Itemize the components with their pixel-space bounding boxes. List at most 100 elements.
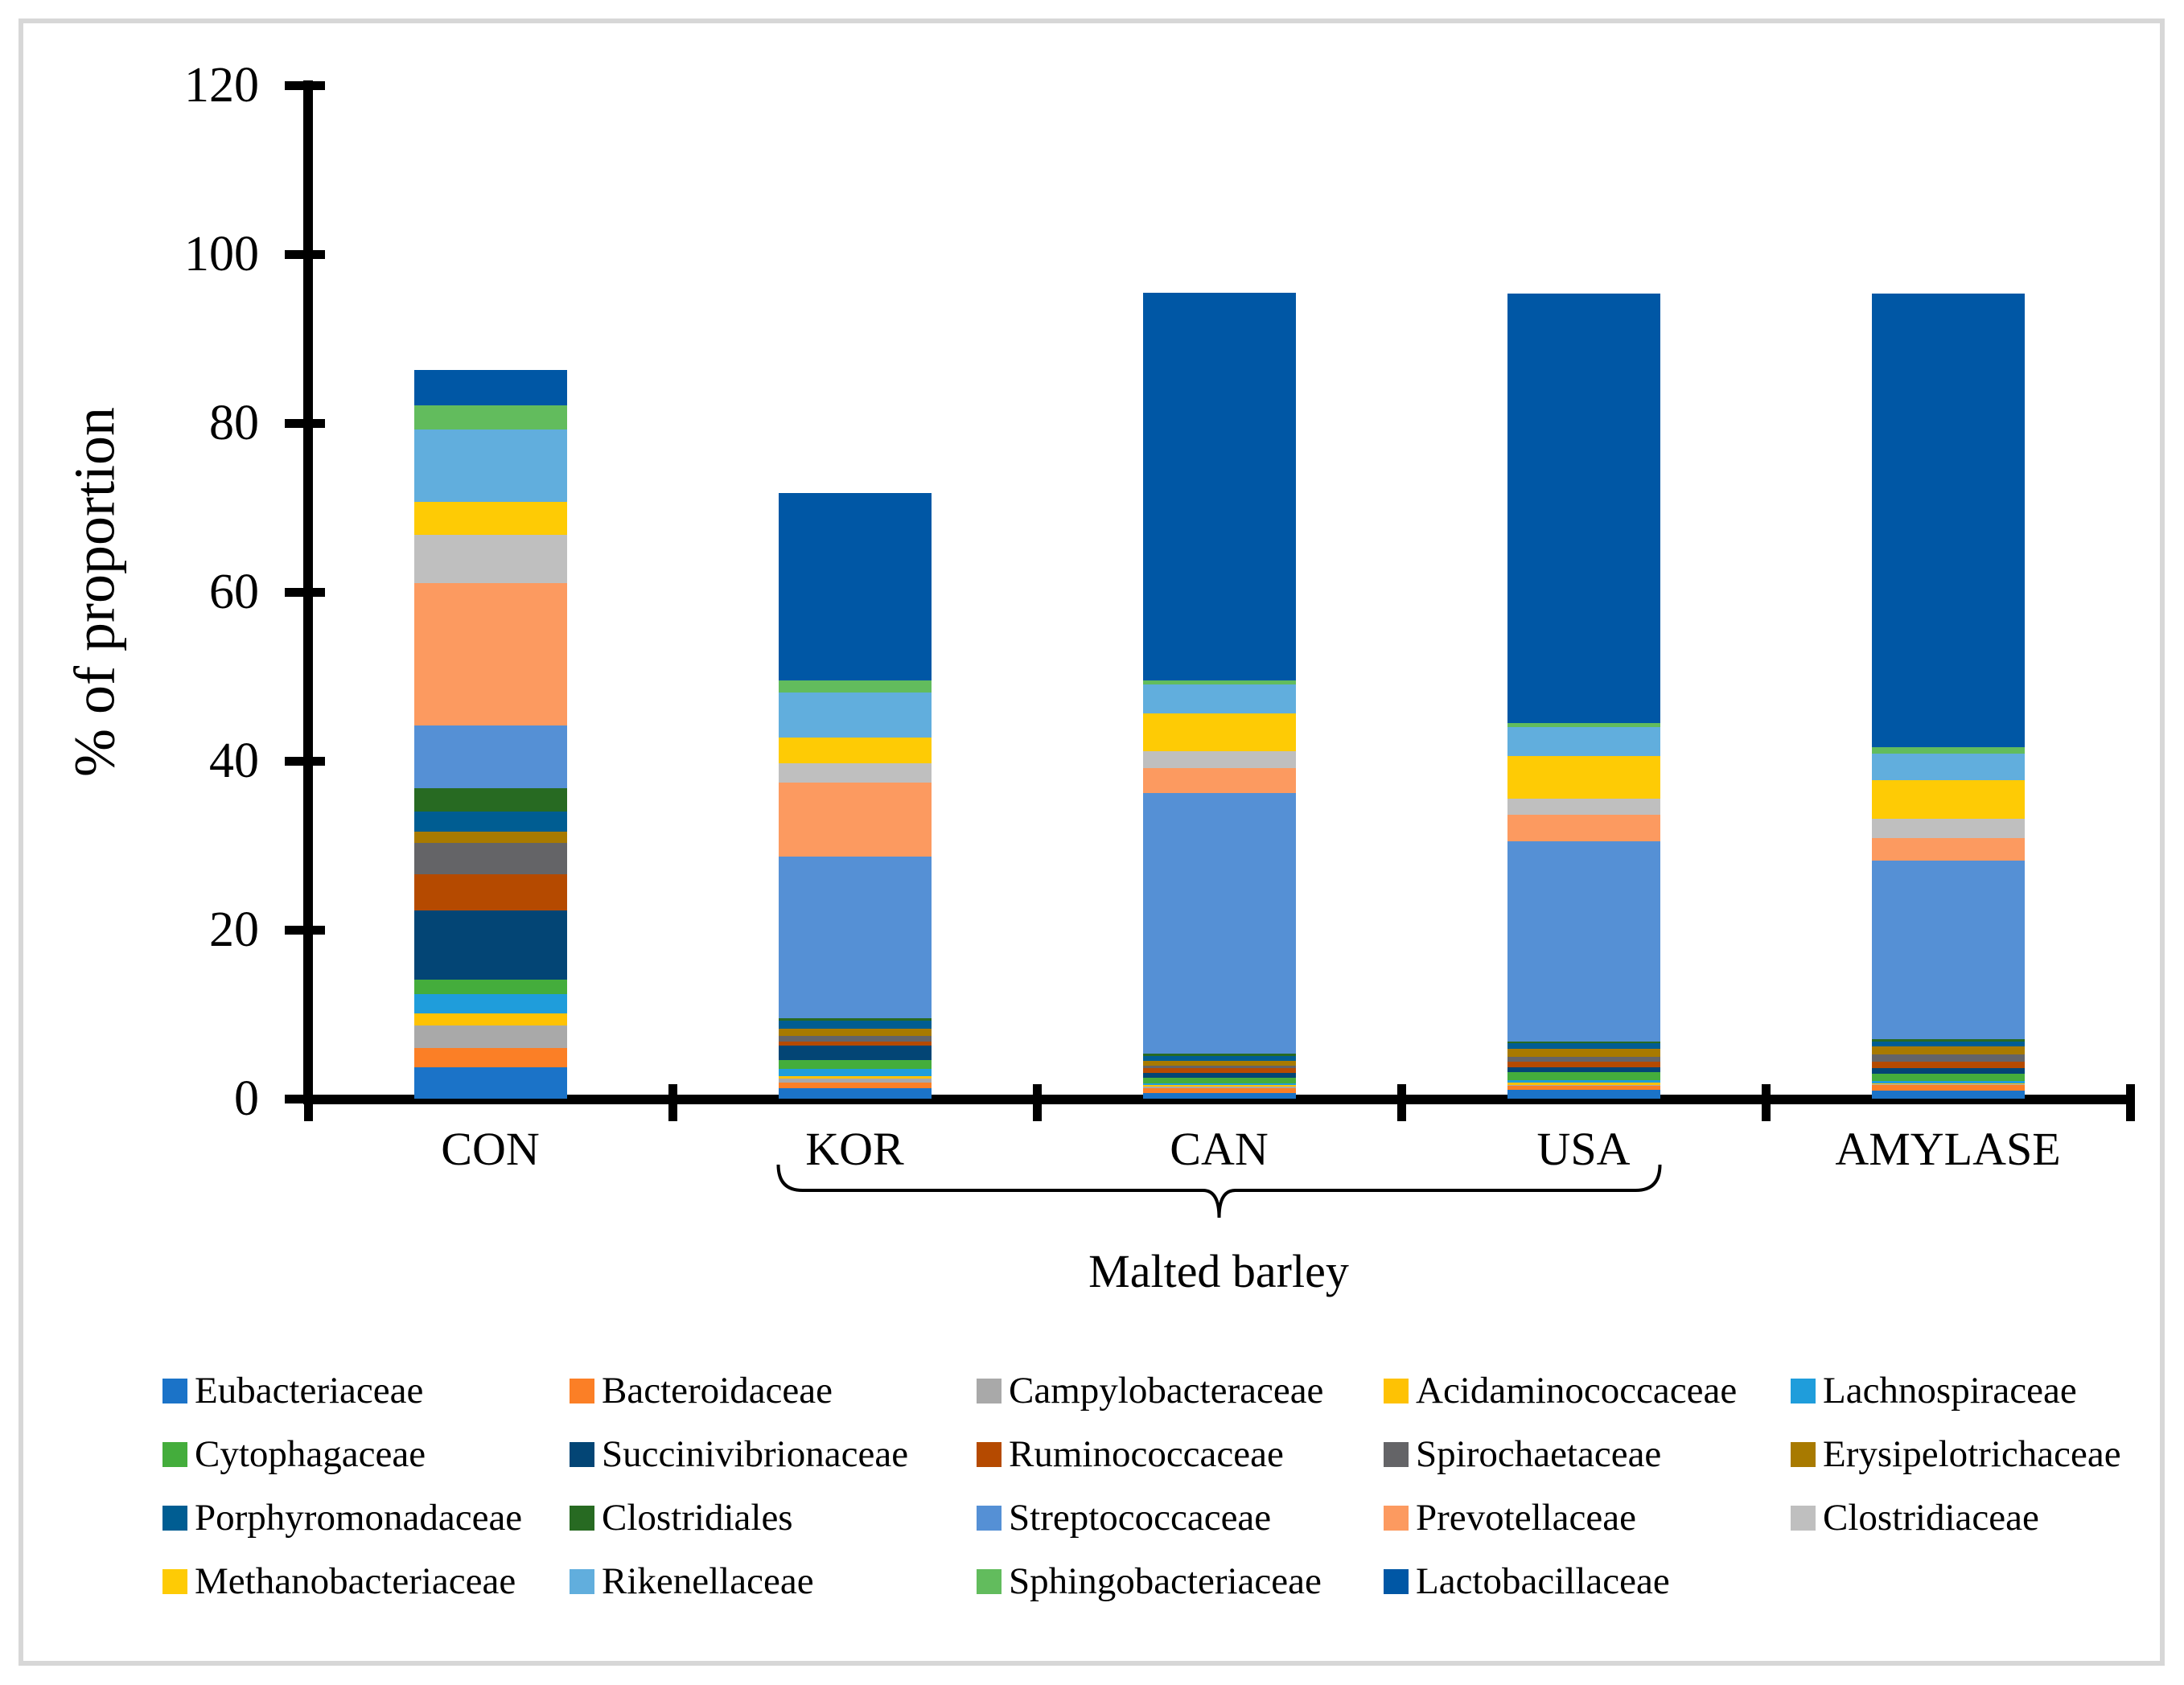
legend-label: Porphyromonadaceae [195, 1497, 523, 1539]
y-tick-label: 100 [184, 227, 259, 282]
segment-campylobacteraceae [1142, 1087, 1296, 1089]
segment-sphingobacteriaceae [1871, 747, 2025, 754]
legend-swatch-icon [570, 1568, 594, 1594]
legend-swatch-icon [570, 1378, 594, 1403]
legend-item-cytophagaceae: Cytophagaceae [162, 1433, 426, 1475]
legend-item-lactobacillaceae: Lactobacillaceae [1384, 1560, 1670, 1602]
segment-succinivibrionaceae [1142, 1073, 1296, 1078]
segment-methanobacteriaceae [1507, 755, 1660, 799]
segment-eubacteriaceae [413, 1066, 567, 1099]
segment-lachnospiraceae [1507, 1079, 1660, 1083]
y-tick-label: 120 [184, 58, 259, 113]
segment-streptococcaceae [1142, 792, 1296, 1054]
segment-prevotellaceae [1871, 837, 2025, 861]
segment-ruminococcaceae [1507, 1061, 1660, 1068]
legend-label: Spirochaetaceae [1416, 1433, 1662, 1475]
y-tick [285, 756, 325, 766]
segment-eubacteriaceae [1507, 1090, 1660, 1099]
segment-acidaminococcaceae [413, 1013, 567, 1025]
segment-prevotellaceae [1507, 815, 1660, 841]
legend-swatch-icon [977, 1568, 1002, 1594]
y-tick-label: 60 [209, 565, 259, 619]
segment-ruminococcaceae [778, 1041, 932, 1046]
segment-rikenellaceae [413, 429, 567, 502]
legend-swatch-icon [1384, 1505, 1409, 1531]
legend-swatch-icon [1791, 1378, 1816, 1403]
segment-rikenellaceae [1142, 684, 1296, 714]
segment-clostridiales [1142, 1054, 1296, 1057]
legend-swatch-icon [162, 1568, 187, 1594]
segment-ruminococcaceae [1871, 1061, 2025, 1069]
segment-bacteroidaceae [1507, 1086, 1660, 1091]
x-tick [668, 1084, 677, 1121]
legend-swatch-icon [162, 1378, 187, 1403]
segment-streptococcaceae [1507, 840, 1660, 1042]
group-label: Malted barley [1088, 1245, 1349, 1297]
segment-lactobacillaceae [778, 493, 932, 681]
x-tick [1761, 1084, 1771, 1121]
segment-succinivibrionaceae [1507, 1067, 1660, 1073]
segment-bacteroidaceae [1871, 1085, 2025, 1091]
segment-lachnospiraceae [1142, 1083, 1296, 1086]
segment-ruminococcaceae [413, 873, 567, 910]
segment-campylobacteraceae [778, 1078, 932, 1083]
legend-swatch-icon [977, 1441, 1002, 1467]
legend-swatch-icon [1384, 1378, 1409, 1403]
legend-label: Acidaminococcaceae [1416, 1370, 1738, 1412]
segment-cytophagaceae [778, 1059, 932, 1070]
segment-cytophagaceae [1871, 1074, 2025, 1081]
segment-prevotellaceae [413, 583, 567, 725]
legend-item-eubacteriaceae: Eubacteriaceae [162, 1370, 423, 1412]
y-tick [285, 80, 325, 90]
segment-erysipelotrichaceae [1871, 1046, 2025, 1055]
segment-porphyromonadaceae [1142, 1056, 1296, 1061]
segment-erysipelotrichaceae [413, 832, 567, 843]
y-tick [285, 418, 325, 428]
segment-methanobacteriaceae [1871, 780, 2025, 820]
segment-lachnospiraceae [778, 1069, 932, 1076]
segment-methanobacteriaceae [778, 737, 932, 764]
legend-label: Streptococcaceae [1009, 1497, 1272, 1539]
category-label-kor: KOR [805, 1123, 904, 1175]
y-tick [285, 587, 325, 597]
category-label-amylase: AMYLASE [1835, 1123, 2061, 1175]
legend-swatch-icon [162, 1441, 187, 1467]
legend-label: Erysipelotrichaceae [1823, 1433, 2121, 1475]
legend-swatch-icon [1791, 1441, 1816, 1467]
segment-spirochaetaceae [413, 842, 567, 874]
legend-swatch-icon [1384, 1441, 1409, 1467]
legend-swatch-icon [1384, 1568, 1409, 1594]
segment-spirochaetaceae [1507, 1057, 1660, 1062]
segment-cytophagaceae [1507, 1072, 1660, 1080]
y-tick-label: 20 [209, 902, 259, 957]
legend-item-streptococcaceae: Streptococcaceae [977, 1497, 1271, 1539]
segment-porphyromonadaceae [1507, 1042, 1660, 1049]
segment-clostridiaceae [1507, 799, 1660, 816]
legend-label: Clostridiales [602, 1497, 793, 1539]
segment-spirochaetaceae [1142, 1065, 1296, 1069]
segment-methanobacteriaceae [1142, 713, 1296, 752]
segment-porphyromonadaceae [1871, 1041, 2025, 1046]
segment-clostridiaceae [778, 763, 932, 783]
legend-swatch-icon [1791, 1505, 1816, 1531]
segment-lactobacillaceae [1871, 294, 2025, 748]
segment-rikenellaceae [1507, 726, 1660, 756]
legend-label: Prevotellaceae [1416, 1497, 1636, 1539]
legend-item-clostridiaceae: Clostridiaceae [1791, 1497, 2039, 1539]
segment-lactobacillaceae [1142, 293, 1296, 681]
bar-con [413, 369, 567, 1099]
segment-porphyromonadaceae [413, 811, 567, 832]
segment-eubacteriaceae [1871, 1091, 2025, 1099]
segment-cytophagaceae [413, 979, 567, 994]
segment-streptococcaceae [1871, 860, 2025, 1040]
legend-item-succinivibrionaceae: Succinivibrionaceae [570, 1433, 908, 1475]
segment-clostridiaceae [1142, 751, 1296, 769]
legend-label: Lachnospiraceae [1823, 1370, 2077, 1412]
x-tick [1032, 1084, 1042, 1121]
segment-lactobacillaceae [413, 369, 567, 405]
category-label-con: CON [441, 1123, 540, 1175]
segment-acidaminococcaceae [778, 1075, 932, 1079]
segment-clostridiales [1871, 1039, 2025, 1042]
